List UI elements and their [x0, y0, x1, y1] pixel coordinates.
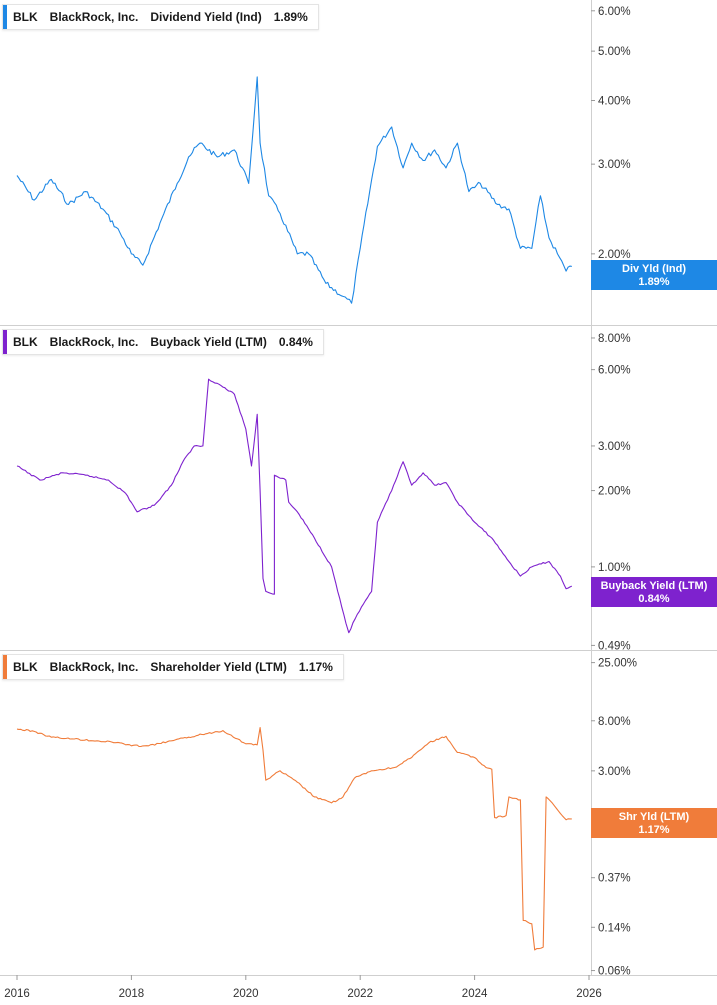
panel-1-ticker: BLK	[13, 10, 38, 24]
panel-3-current-value: 1.17%	[298, 660, 333, 674]
panel-2-ytick-label: 1.00%	[598, 562, 631, 574]
panel-2-legend: BLK BlackRock, Inc. Buyback Yield (LTM) …	[2, 329, 324, 355]
panel-2-company: BlackRock, Inc.	[49, 335, 139, 349]
panel-1-legend-color	[3, 5, 7, 29]
panel-1-company: BlackRock, Inc.	[49, 10, 139, 24]
panel-3-ytick-label: 8.00%	[598, 716, 631, 728]
panel-1-legend: BLK BlackRock, Inc. Dividend Yield (Ind)…	[2, 4, 319, 30]
x-tick-label: 2024	[462, 988, 488, 1000]
x-tick-label: 2026	[576, 988, 602, 1000]
panel-2-ytick-label: 0.49%	[598, 640, 631, 652]
panel-2-ytick-label: 2.00%	[598, 486, 631, 498]
panel-3-ytick-label: 0.06%	[598, 966, 631, 978]
panel-3-legend: BLK BlackRock, Inc. Shareholder Yield (L…	[2, 654, 344, 680]
panel-2-series-name: Buyback Yield (LTM)	[150, 335, 267, 349]
panel-2-ytick-label: 8.00%	[598, 333, 631, 345]
panel-2-ytick-label: 3.00%	[598, 441, 631, 453]
panel-2-tag-value: 0.84%	[638, 593, 670, 605]
panel-1-tag-value: 1.89%	[638, 276, 670, 288]
panel-1-value-tag: Div Yld (Ind) 1.89%	[591, 260, 717, 290]
x-tick-label: 2018	[119, 988, 145, 1000]
panel-1-ytick-label: 5.00%	[598, 46, 631, 58]
panel-3-ytick-label: 0.37%	[598, 873, 631, 885]
x-tick-label: 2022	[347, 988, 373, 1000]
panel-3-ytick-label: 0.14%	[598, 922, 631, 934]
panel-2-value-tag: Buyback Yield (LTM) 0.84%	[591, 577, 717, 607]
panel-3-value-tag: Shr Yld (LTM) 1.17%	[591, 808, 717, 838]
panel-1-ytick-label: 6.00%	[598, 6, 631, 18]
panel-1-ytick-label: 4.00%	[598, 95, 631, 107]
panel-2-ticker: BLK	[13, 335, 38, 349]
x-tick-label: 2016	[4, 988, 30, 1000]
panel-2-series-line	[16, 378, 573, 634]
panel-3-series-name: Shareholder Yield (LTM)	[150, 660, 287, 674]
panel-1-series-line	[16, 76, 572, 304]
panel-1-ytick-label: 3.00%	[598, 159, 631, 171]
panel-1-tag-label: Div Yld (Ind)	[622, 263, 686, 275]
panel-3-ytick-label: 25.00%	[598, 658, 637, 670]
panel-2-tag-label: Buyback Yield (LTM)	[600, 580, 708, 592]
panel-2-ytick-label: 6.00%	[598, 365, 631, 377]
panel-1-current-value: 1.89%	[273, 10, 308, 24]
panel-1-ytick-label: 2.00%	[598, 249, 631, 261]
panel-3-company: BlackRock, Inc.	[49, 660, 139, 674]
panel-3-legend-color	[3, 655, 7, 679]
panel-3-ticker: BLK	[13, 660, 38, 674]
panel-2-legend-color	[3, 330, 7, 354]
panel-1-series-name: Dividend Yield (Ind)	[150, 10, 262, 24]
panel-3-series-line	[16, 727, 572, 951]
panel-3-tag-value: 1.17%	[638, 824, 670, 836]
panel-3-ytick-label: 3.00%	[598, 766, 631, 778]
panel-2-current-value: 0.84%	[278, 335, 313, 349]
x-tick-label: 2020	[233, 988, 259, 1000]
panel-3-tag-label: Shr Yld (LTM)	[618, 811, 690, 823]
